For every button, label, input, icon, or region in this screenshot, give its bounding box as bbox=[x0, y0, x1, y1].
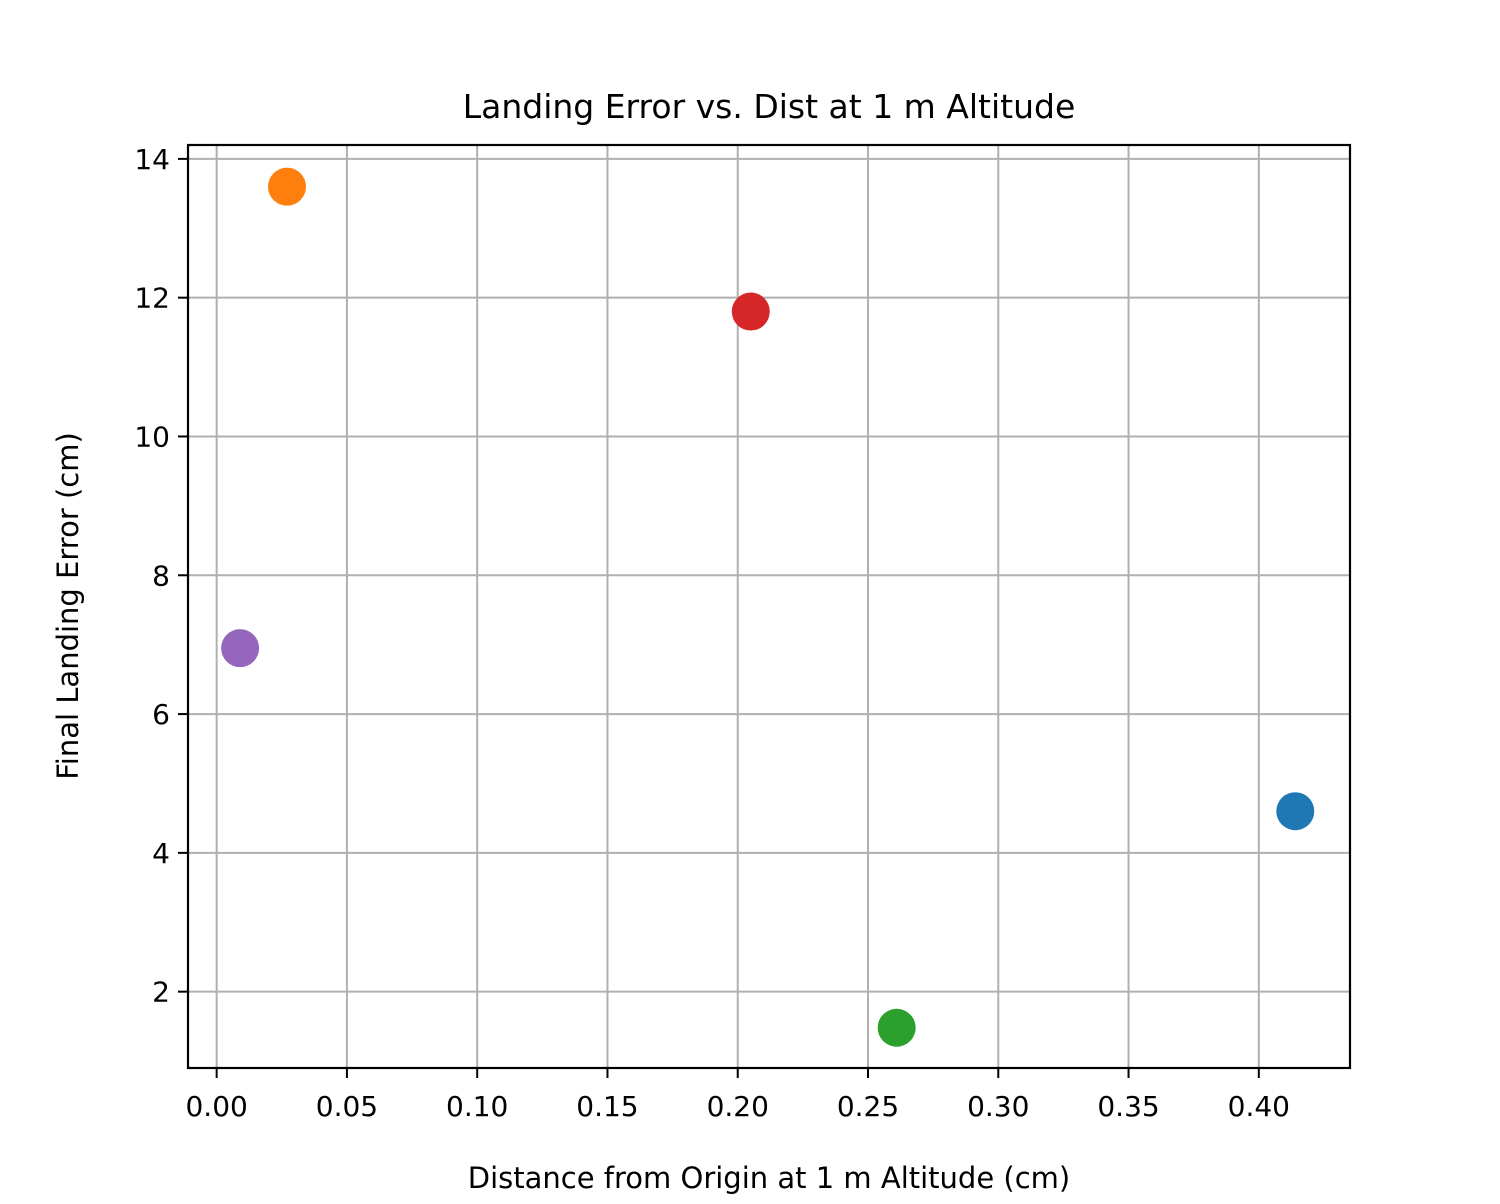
data-points bbox=[221, 167, 1315, 1047]
axis-ticks: 0.00 0.05 0.10 0.15 0.20 0.25 0.30 0.35 0.40 2 4 6 8… bbox=[134, 143, 1290, 1123]
y-tick-label: 10 bbox=[134, 420, 170, 453]
data-point-3 bbox=[877, 1008, 916, 1047]
grid-lines bbox=[188, 145, 1350, 1068]
x-tick-label: 0.15 bbox=[576, 1090, 638, 1123]
y-tick-label: 2 bbox=[152, 976, 170, 1009]
x-tick-label: 0.05 bbox=[316, 1090, 378, 1123]
plot-frame bbox=[186, 143, 1352, 1070]
y-tick-label: 4 bbox=[152, 837, 170, 870]
y-axis-label: Final Landing Error (cm) bbox=[51, 432, 85, 780]
data-point-4 bbox=[731, 292, 770, 331]
y-tick-label: 12 bbox=[134, 282, 170, 315]
y-tick-label: 6 bbox=[152, 698, 170, 731]
x-tick-label: 0.40 bbox=[1228, 1090, 1290, 1123]
y-tick-label: 8 bbox=[152, 559, 170, 592]
y-tick-label: 14 bbox=[134, 143, 170, 176]
x-tick-label: 0.35 bbox=[1097, 1090, 1159, 1123]
x-tick-label: 0.10 bbox=[446, 1090, 508, 1123]
x-tick-label: 0.00 bbox=[185, 1090, 247, 1123]
x-tick-label: 0.30 bbox=[967, 1090, 1029, 1123]
x-tick-label: 0.25 bbox=[837, 1090, 899, 1123]
x-tick-label: 0.20 bbox=[707, 1090, 769, 1123]
chart-title: Landing Error vs. Dist at 1 m Altitude bbox=[463, 87, 1076, 126]
x-axis-label: Distance from Origin at 1 m Altitude (cm… bbox=[468, 1161, 1070, 1195]
data-point-2 bbox=[268, 167, 307, 206]
data-point-5 bbox=[221, 629, 260, 668]
data-point-1 bbox=[1276, 792, 1315, 831]
